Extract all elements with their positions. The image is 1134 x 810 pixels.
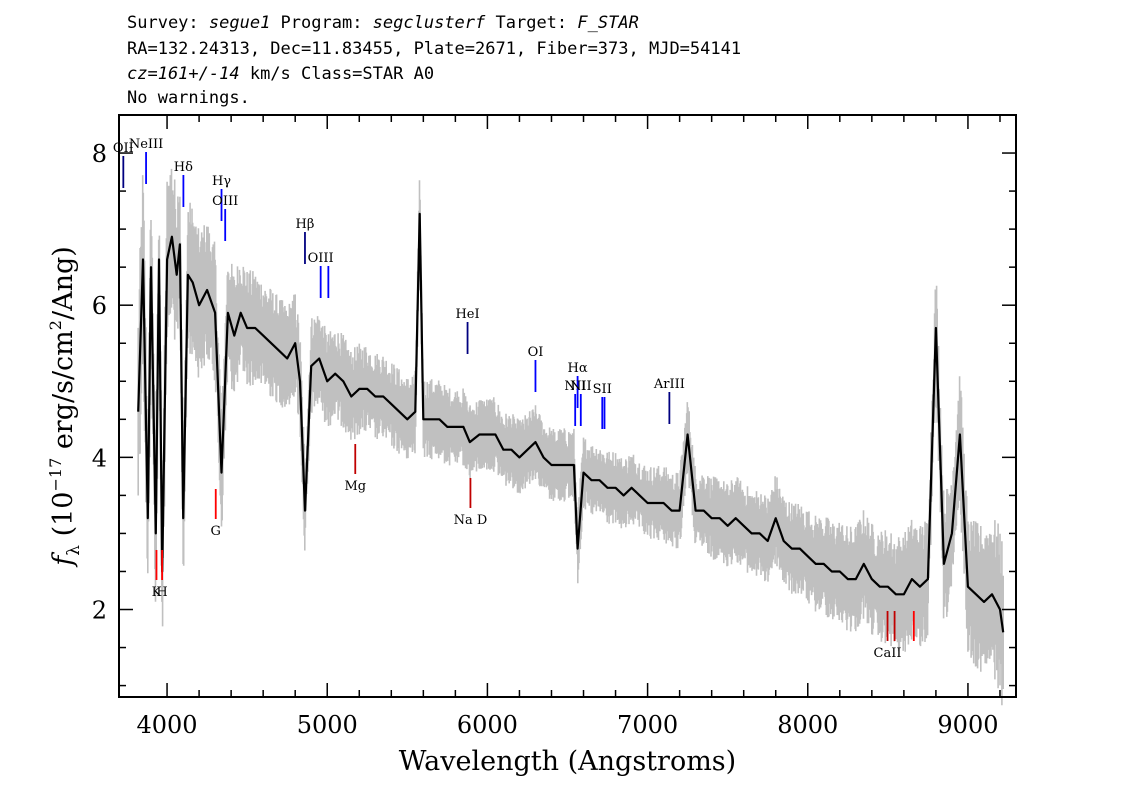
emission-line-label: Hδ: [174, 160, 193, 175]
emission-line-label: Hβ: [296, 217, 315, 232]
plot-frame: [118, 114, 1017, 698]
header-line-1-run: Target:: [485, 13, 577, 33]
emission-line-label: SII: [593, 382, 612, 397]
flux-line: [137, 212, 1005, 633]
header-line-1-run: segue1: [209, 13, 270, 33]
ylabel-ang: /Ang): [48, 246, 79, 320]
emission-line-label: OIII: [308, 251, 334, 266]
y-tick-label: 2: [92, 597, 107, 625]
ylabel-paren: (10: [48, 492, 79, 545]
header-line-3: cz=161+/-14 km/s Class=STAR A0: [127, 64, 434, 84]
absorption-line-label: K: [152, 585, 162, 600]
emission-line-label: Hγ: [212, 174, 231, 189]
header-line-1-run: F_STAR: [577, 13, 638, 33]
y-tick-label: 4: [92, 444, 107, 472]
emission-line-label: NeIII: [129, 137, 163, 152]
y-axis-label: fλ (10−17 erg/s/cm2/Ang): [46, 246, 84, 568]
absorption-line-label: H: [156, 585, 167, 600]
x-tick-label: 5000: [297, 711, 358, 739]
x-tick-label: 8000: [777, 711, 838, 739]
header-line-2: RA=132.24313, Dec=11.83455, Plate=2671, …: [127, 39, 741, 59]
ylabel-sq: 2: [46, 320, 65, 330]
y-tick-label: 8: [92, 140, 107, 168]
ylabel-units: erg/s/cm: [48, 330, 79, 458]
emission-line-label: ArIII: [653, 377, 685, 392]
header-line-3-run: km/s Class=STAR A0: [240, 64, 434, 84]
y-tick-label: 6: [92, 292, 107, 320]
x-tick-label: 6000: [457, 711, 518, 739]
ylabel-exp: −17: [46, 458, 65, 492]
header-line-4: No warnings.: [127, 88, 250, 108]
absorption-line-label: CaII: [874, 646, 902, 661]
emission-line-label: OIII: [212, 194, 238, 209]
header-line-3-run: cz=161+/-14: [127, 64, 240, 84]
error-band: [137, 168, 1004, 706]
emission-line-label: NII: [570, 379, 592, 394]
x-tick-label: 4000: [137, 711, 198, 739]
absorption-line-label: Mg: [344, 479, 366, 494]
flux-layer: [137, 212, 1005, 633]
absorption-line-label: G: [211, 524, 221, 539]
axis-ticks: 4000 5000 6000 7000 8000 9000 2 4 6 8: [92, 114, 1016, 739]
x-axis-label: Wavelength (Angstroms): [399, 746, 736, 777]
emission-line-label: OI: [528, 345, 544, 360]
emission-line-label: Hα: [568, 361, 588, 376]
header-line-1-run: Program:: [270, 13, 372, 33]
header-line-1-run: segclusterf: [373, 13, 486, 33]
emission-line-label: NII: [564, 379, 586, 394]
header-line-1: Survey: segue1 Program: segclusterf Targ…: [127, 13, 639, 33]
spectrum-header: Survey: segue1 Program: segclusterf Targ…: [127, 13, 741, 108]
header-line-1-run: Survey:: [127, 13, 209, 33]
error-band-path: [137, 168, 1004, 706]
x-tick-label: 7000: [617, 711, 678, 739]
ylabel-lambda: λ: [64, 545, 84, 556]
x-tick-label: 9000: [937, 711, 998, 739]
emission-line-label: HeI: [455, 307, 479, 322]
absorption-line-label: Na D: [454, 513, 488, 528]
